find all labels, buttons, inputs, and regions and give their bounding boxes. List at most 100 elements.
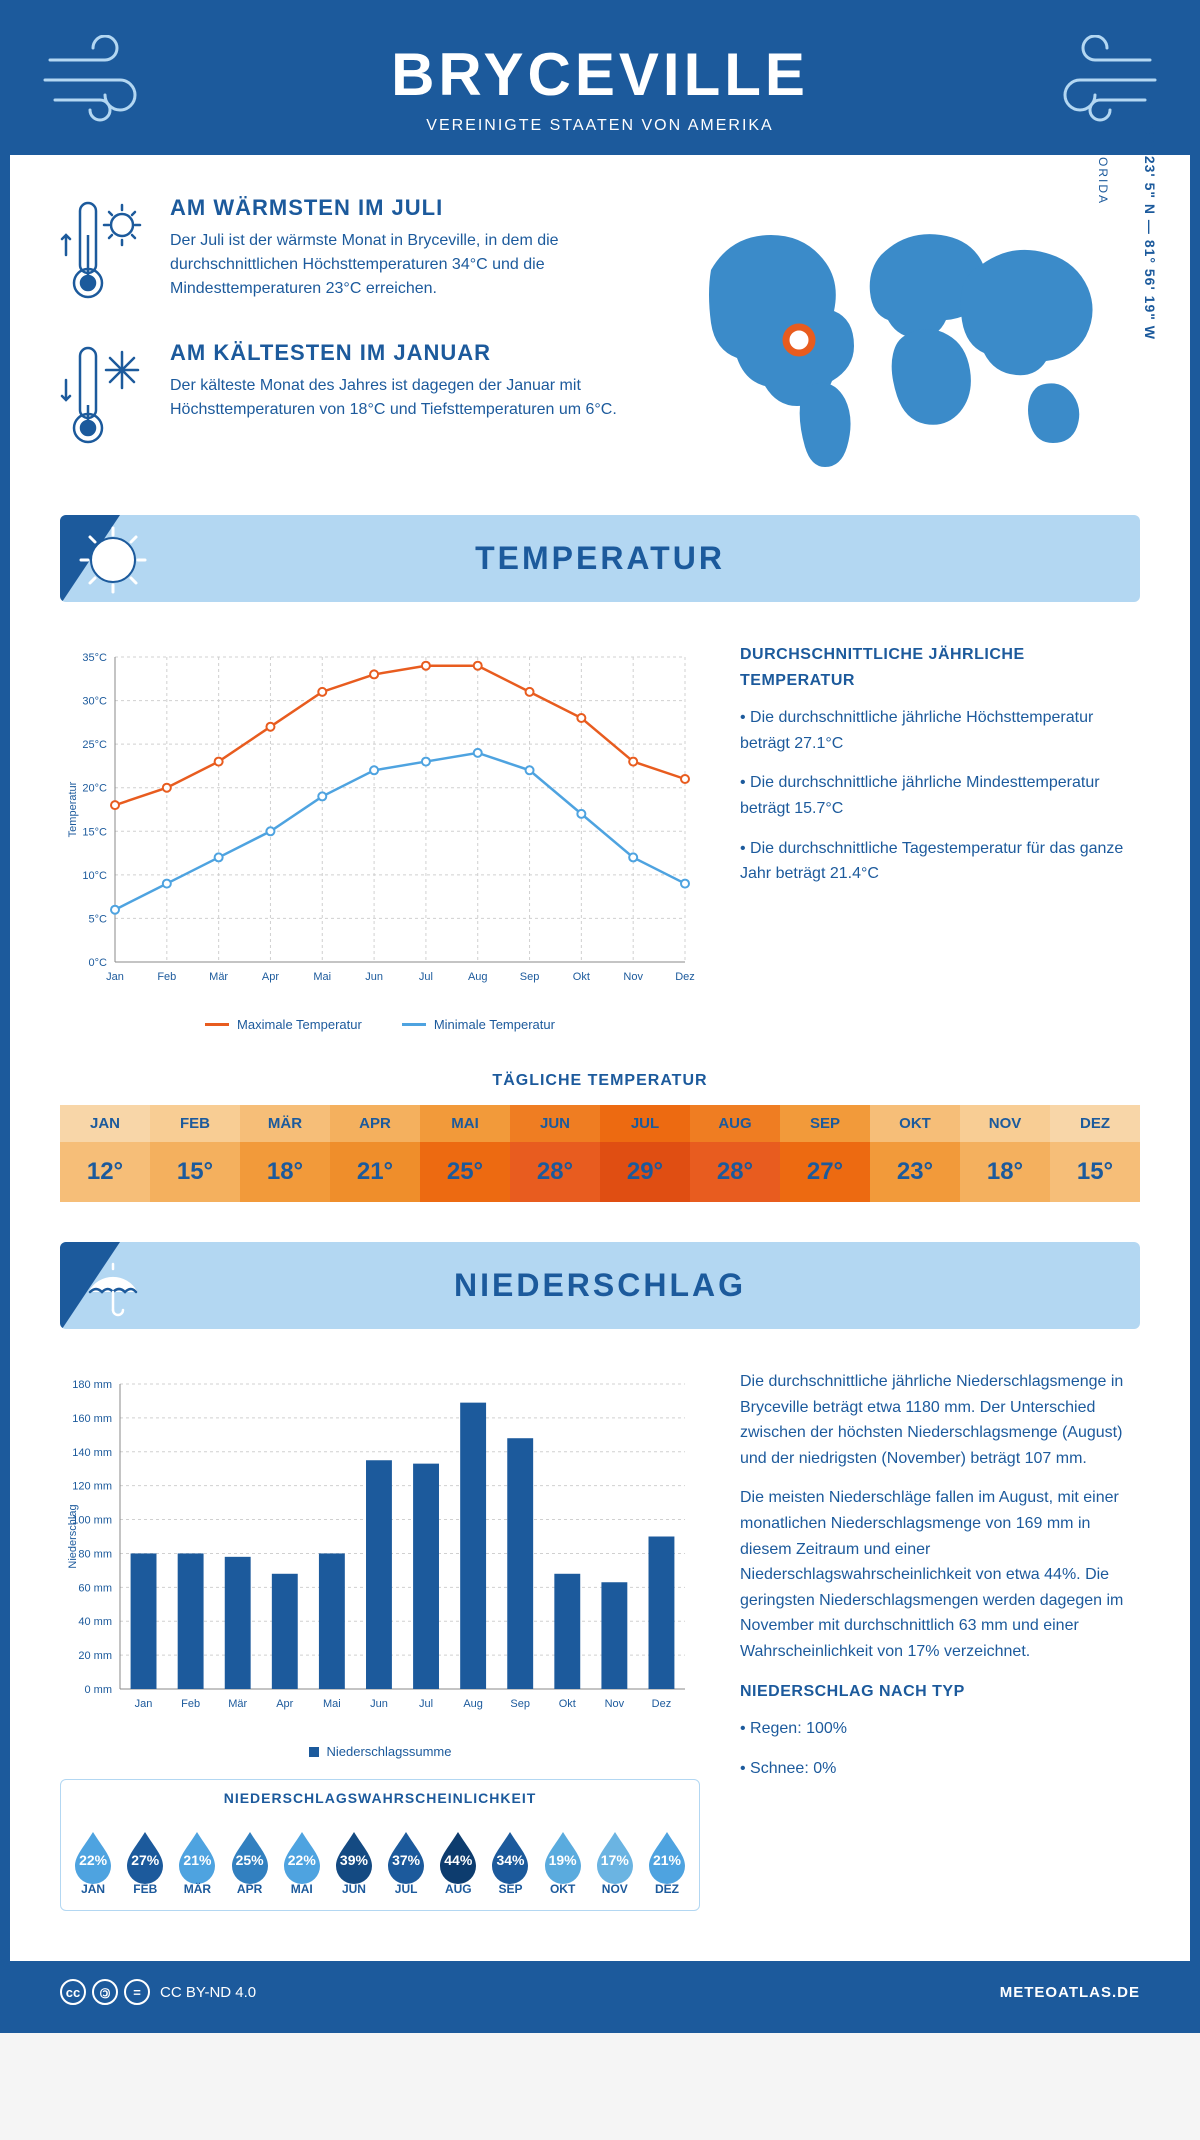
svg-text:10°C: 10°C [82,870,107,882]
temp-table-cell: OKT 23° [870,1105,960,1202]
thermometer-cold-icon [60,340,150,450]
prob-heading: NIEDERSCHLAGSWAHRSCHEINLICHKEIT [61,1780,699,1816]
svg-text:30°C: 30°C [82,696,107,708]
svg-text:25°C: 25°C [82,739,107,751]
svg-text:0 mm: 0 mm [85,1684,113,1696]
precip-type-heading: NIEDERSCHLAG NACH TYP [740,1679,1140,1705]
svg-text:Jan: Jan [106,971,124,983]
svg-text:Niederschlag: Niederschlag [67,1504,79,1568]
svg-text:Dez: Dez [675,971,695,983]
precipitation-banner: NIEDERSCHLAG [60,1242,1140,1329]
temp-table-cell: FEB 15° [150,1105,240,1202]
coordinates: 30° 23' 5" N — 81° 56' 19" W [1142,127,1158,340]
probability-drop: 25% APR [226,1828,274,1896]
temp-bullet: • Die durchschnittliche jährliche Mindes… [740,770,1140,821]
wind-icon [40,35,170,125]
svg-text:180 mm: 180 mm [72,1379,112,1391]
temp-table-cell: MÄR 18° [240,1105,330,1202]
temp-bullet: • Die durchschnittliche jährliche Höchst… [740,705,1140,756]
fact-warm-title: AM WÄRMSTEN IM JULI [170,195,633,221]
svg-text:Nov: Nov [605,1698,625,1710]
svg-text:Aug: Aug [463,1698,483,1710]
temp-table-cell: JUN 28° [510,1105,600,1202]
probability-drop: 39% JUN [330,1828,378,1896]
sun-icon [78,525,148,595]
page-title: BRYCEVILLE [30,40,1170,109]
svg-text:Aug: Aug [468,971,488,983]
probability-drop: 37% JUL [382,1828,430,1896]
temp-table-cell: APR 21° [330,1105,420,1202]
temp-table-cell: NOV 18° [960,1105,1050,1202]
svg-text:Mär: Mär [209,971,228,983]
svg-text:40 mm: 40 mm [78,1616,112,1628]
precipitation-bar-chart: 0 mm20 mm40 mm60 mm80 mm100 mm120 mm140 … [60,1369,700,1729]
svg-text:Jul: Jul [419,1698,433,1710]
temperature-banner-label: TEMPERATUR [475,540,725,576]
cc-icons: cc 🄯 = [60,1979,150,2005]
header: BRYCEVILLE VEREINIGTE STAATEN VON AMERIK… [10,10,1190,155]
precip-type-bullet: • Regen: 100% [740,1716,1140,1742]
cc-icon: cc [60,1979,86,2005]
svg-text:Mai: Mai [313,971,331,983]
svg-text:Mai: Mai [323,1698,341,1710]
precipitation-probability-box: NIEDERSCHLAGSWAHRSCHEINLICHKEIT 22% JAN … [60,1779,700,1911]
nd-icon: = [124,1979,150,2005]
umbrella-icon [78,1252,148,1322]
thermometer-hot-icon [60,195,150,305]
precipitation-legend: Niederschlagssumme [60,1744,700,1759]
probability-drop: 34% SEP [486,1828,534,1896]
fact-cold-body: Der kälteste Monat des Jahres ist dagege… [170,374,633,422]
temperature-banner: TEMPERATUR [60,515,1140,602]
precip-paragraph: Die durchschnittliche jährliche Niedersc… [740,1369,1140,1471]
temp-table-cell: JAN 12° [60,1105,150,1202]
fact-coldest: AM KÄLTESTEN IM JANUAR Der kälteste Mona… [60,340,633,455]
legend-max: Maximale Temperatur [237,1017,362,1032]
svg-text:Sep: Sep [520,971,540,983]
svg-text:Jun: Jun [365,971,383,983]
svg-text:Feb: Feb [157,971,176,983]
daily-temperature-table: JAN 12° FEB 15° MÄR 18° APR 21° MAI 25° … [60,1105,1140,1202]
svg-text:0°C: 0°C [89,957,108,969]
svg-text:20°C: 20°C [82,783,107,795]
svg-text:120 mm: 120 mm [72,1481,112,1493]
svg-text:Jun: Jun [370,1698,388,1710]
svg-text:80 mm: 80 mm [78,1548,112,1560]
by-icon: 🄯 [92,1979,118,2005]
svg-text:Dez: Dez [652,1698,672,1710]
svg-text:140 mm: 140 mm [72,1447,112,1459]
daily-temp-heading: TÄGLICHE TEMPERATUR [10,1072,1190,1090]
probability-drop: 17% NOV [591,1828,639,1896]
svg-text:Apr: Apr [276,1698,293,1710]
temperature-line-chart: 0°C5°C10°C15°C20°C25°C30°C35°CJanFebMärA… [60,642,700,1002]
svg-text:Jan: Jan [135,1698,153,1710]
fact-warmest: AM WÄRMSTEN IM JULI Der Juli ist der wär… [60,195,633,310]
region-label: FLORIDA [1096,139,1110,205]
probability-drop: 44% AUG [434,1828,482,1896]
svg-text:Apr: Apr [262,971,279,983]
temp-table-cell: MAI 25° [420,1105,510,1202]
temp-table-cell: AUG 28° [690,1105,780,1202]
page-subtitle: VEREINIGTE STAATEN VON AMERIKA [30,117,1170,135]
probability-drop: 27% FEB [121,1828,169,1896]
svg-text:Temperatur: Temperatur [67,781,79,837]
svg-text:60 mm: 60 mm [78,1582,112,1594]
temp-table-cell: DEZ 15° [1050,1105,1140,1202]
footer: cc 🄯 = CC BY-ND 4.0 METEOATLAS.DE [10,1961,1190,2023]
fact-cold-title: AM KÄLTESTEN IM JANUAR [170,340,633,366]
svg-text:15°C: 15°C [82,826,107,838]
svg-text:Feb: Feb [181,1698,200,1710]
probability-drop: 22% MAI [278,1828,326,1896]
probability-drop: 21% MÄR [173,1828,221,1896]
svg-text:20 mm: 20 mm [78,1650,112,1662]
legend-min: Minimale Temperatur [434,1017,555,1032]
probability-drop: 22% JAN [69,1828,117,1896]
probability-drop: 19% OKT [539,1828,587,1896]
fact-warm-body: Der Juli ist der wärmste Monat in Brycev… [170,229,633,301]
temperature-legend: Maximale Temperatur Minimale Temperatur [60,1017,700,1032]
precip-type-bullet: • Schnee: 0% [740,1756,1140,1782]
svg-text:35°C: 35°C [82,652,107,664]
svg-text:Mär: Mär [228,1698,247,1710]
legend-precip: Niederschlagssumme [327,1744,452,1759]
world-map-icon [681,210,1121,470]
temp-table-cell: JUL 29° [600,1105,690,1202]
